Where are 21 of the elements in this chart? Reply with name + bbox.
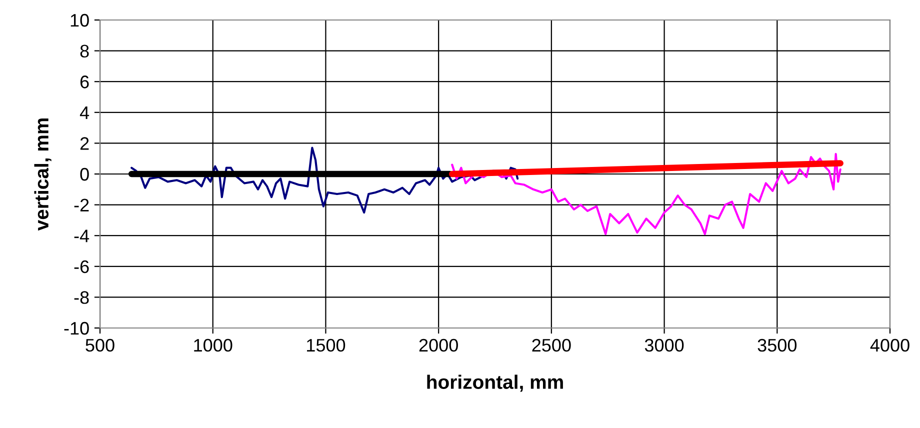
x-tick-label: 3500 bbox=[758, 338, 797, 352]
y-tick-label: 10 bbox=[70, 14, 89, 27]
y-tick-label: -8 bbox=[74, 291, 89, 304]
x-tick-label: 2500 bbox=[532, 338, 571, 352]
y-tick-label: 0 bbox=[80, 168, 89, 181]
y-tick-label: 8 bbox=[80, 44, 89, 58]
y-tick-label: 2 bbox=[80, 137, 89, 150]
x-axis-title: horizontal, mm bbox=[427, 374, 563, 392]
x-tick-label: 1000 bbox=[194, 338, 232, 352]
y-axis-title: vertical, mm bbox=[34, 118, 52, 231]
y-tick-label: 6 bbox=[80, 76, 89, 88]
x-tick-label: 2000 bbox=[419, 338, 458, 352]
y-tick-label: -2 bbox=[74, 198, 89, 212]
y-tick-label: -4 bbox=[74, 230, 90, 242]
x-tick-label: 3000 bbox=[644, 338, 684, 352]
y-tick-label: 4 bbox=[80, 106, 90, 119]
y-tick-label: -6 bbox=[74, 260, 89, 274]
y-tick-label: -10 bbox=[64, 322, 89, 335]
x-tick-label: 500 bbox=[86, 338, 114, 352]
x-tick-label: 4000 bbox=[870, 338, 910, 352]
x-tick-label: 1500 bbox=[307, 338, 346, 352]
